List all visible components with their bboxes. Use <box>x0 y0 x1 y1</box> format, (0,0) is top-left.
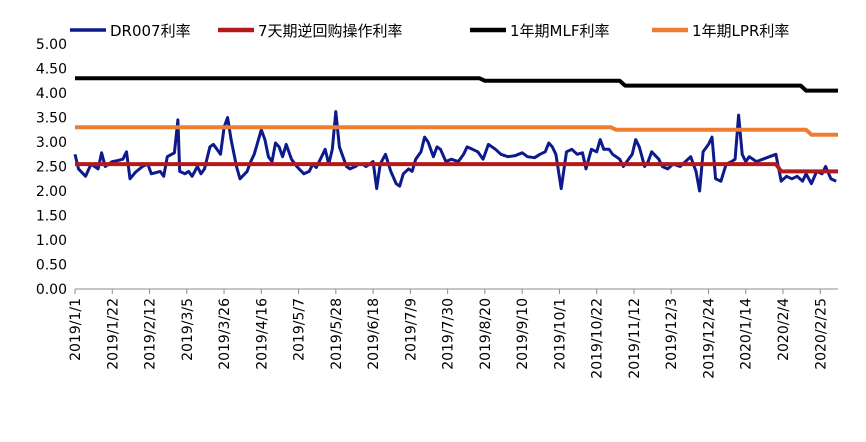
x-tick-label: 2020/1/14 <box>739 298 755 370</box>
legend-label-2: 1年期MLF利率 <box>510 22 609 40</box>
chart-legend: DR007利率 7天期逆回购操作利率 1年期MLF利率 1年期LPR利率 <box>70 22 789 40</box>
x-tick-label: 2019/5/7 <box>292 298 308 361</box>
y-tick-label: 1.50 <box>36 209 67 225</box>
x-tick-label: 2019/9/10 <box>515 298 531 370</box>
series-line-0 <box>73 110 837 193</box>
x-tick-label: 2019/2/12 <box>143 298 159 370</box>
y-axis: 0.00 0.50 1.00 1.50 2.00 2.50 3.00 3.50 4.00 4.50… <box>36 37 67 298</box>
legend-label-0: DR007利率 <box>110 22 191 40</box>
y-tick-label: 0.50 <box>36 258 67 274</box>
x-tick-label: 2019/12/24 <box>701 298 717 379</box>
x-tick-label: 2019/7/30 <box>441 298 457 370</box>
y-tick-label: 4.00 <box>36 86 67 102</box>
y-tick-label: 2.50 <box>36 160 67 176</box>
x-tick-label: 2019/11/12 <box>627 298 643 379</box>
x-tick-label: 2019/7/9 <box>403 298 419 361</box>
y-tick-label: 0.00 <box>36 282 67 298</box>
x-tick-label: 2019/10/22 <box>590 298 606 379</box>
x-tick-label: 2019/10/1 <box>552 298 568 370</box>
y-tick-label: 3.50 <box>36 111 67 127</box>
plot-area <box>73 76 838 193</box>
legend-label-1: 7天期逆回购操作利率 <box>258 22 403 40</box>
x-tick-label: 2019/5/28 <box>329 298 345 370</box>
x-axis: 2019/1/1 2019/1/22 2019/2/12 2019/3/5 2019/3… <box>68 288 838 379</box>
x-tick-label: 2019/3/26 <box>217 298 233 370</box>
x-tick-label: 2019/4/16 <box>254 298 270 370</box>
x-tick-label: 2019/1/22 <box>105 298 121 370</box>
x-tick-label: 2019/3/5 <box>180 298 196 361</box>
x-tick-label: 2020/2/25 <box>813 298 829 370</box>
y-tick-label: 2.00 <box>36 184 67 200</box>
y-tick-label: 4.50 <box>36 62 67 78</box>
x-tick-label: 2019/6/18 <box>366 298 382 370</box>
x-tick-label: 2019/1/1 <box>68 298 84 361</box>
y-tick-label: 3.00 <box>36 135 67 151</box>
series-line-3 <box>75 125 838 137</box>
series-line-1 <box>75 162 838 174</box>
y-tick-label: 5.00 <box>36 37 67 53</box>
y-tick-label: 1.00 <box>36 233 67 249</box>
x-tick-label: 2019/12/3 <box>664 298 680 370</box>
x-tick-label: 2020/2/4 <box>776 298 792 361</box>
x-tick-label: 2019/8/20 <box>478 298 494 370</box>
legend-label-3: 1年期LPR利率 <box>692 22 789 40</box>
series-line-2 <box>75 76 838 93</box>
